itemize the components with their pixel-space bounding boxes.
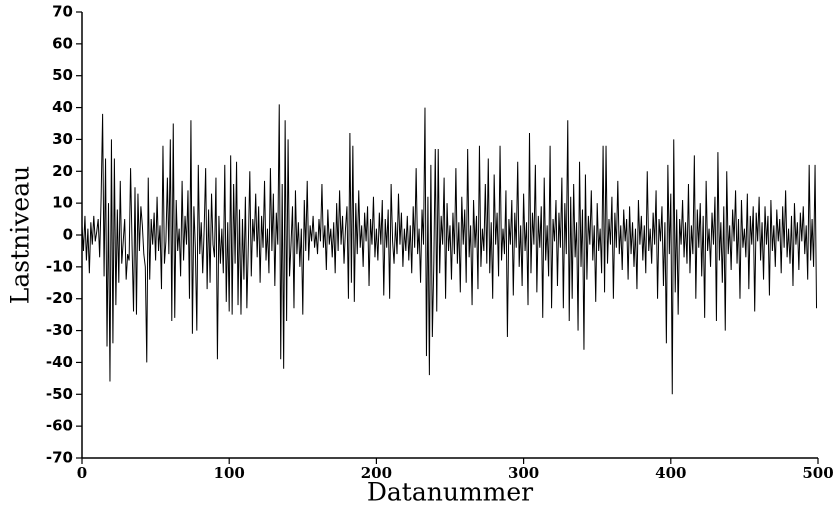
- y-tick-label: -10: [46, 257, 73, 275]
- x-axis-title: Datanummer: [367, 478, 533, 507]
- data-line: [81, 104, 818, 395]
- y-tick-label: 70: [52, 3, 73, 21]
- y-tick-label: -70: [46, 449, 73, 467]
- y-tick-label: 50: [52, 66, 73, 84]
- x-tick-label: 0: [77, 464, 87, 482]
- x-tick-label: 500: [802, 464, 833, 482]
- y-tick-label: 40: [52, 98, 73, 116]
- x-tick-label: 200: [361, 464, 392, 482]
- x-tick-label: 100: [214, 464, 245, 482]
- y-tick-label: 30: [52, 130, 73, 148]
- y-tick-label: -50: [46, 385, 73, 403]
- y-tick-label: 60: [52, 34, 73, 52]
- x-tick-label: 300: [508, 464, 539, 482]
- y-tick-label: 10: [52, 194, 73, 212]
- x-tick-label: 400: [655, 464, 686, 482]
- y-tick-label: -30: [46, 321, 73, 339]
- y-tick-label: 20: [52, 162, 73, 180]
- y-tick-label: -60: [46, 417, 73, 435]
- y-axis-title: Lastniveau: [6, 166, 35, 304]
- y-tick-label: -40: [46, 353, 73, 371]
- y-tick-label: 0: [63, 226, 73, 244]
- y-tick-label: -20: [46, 289, 73, 307]
